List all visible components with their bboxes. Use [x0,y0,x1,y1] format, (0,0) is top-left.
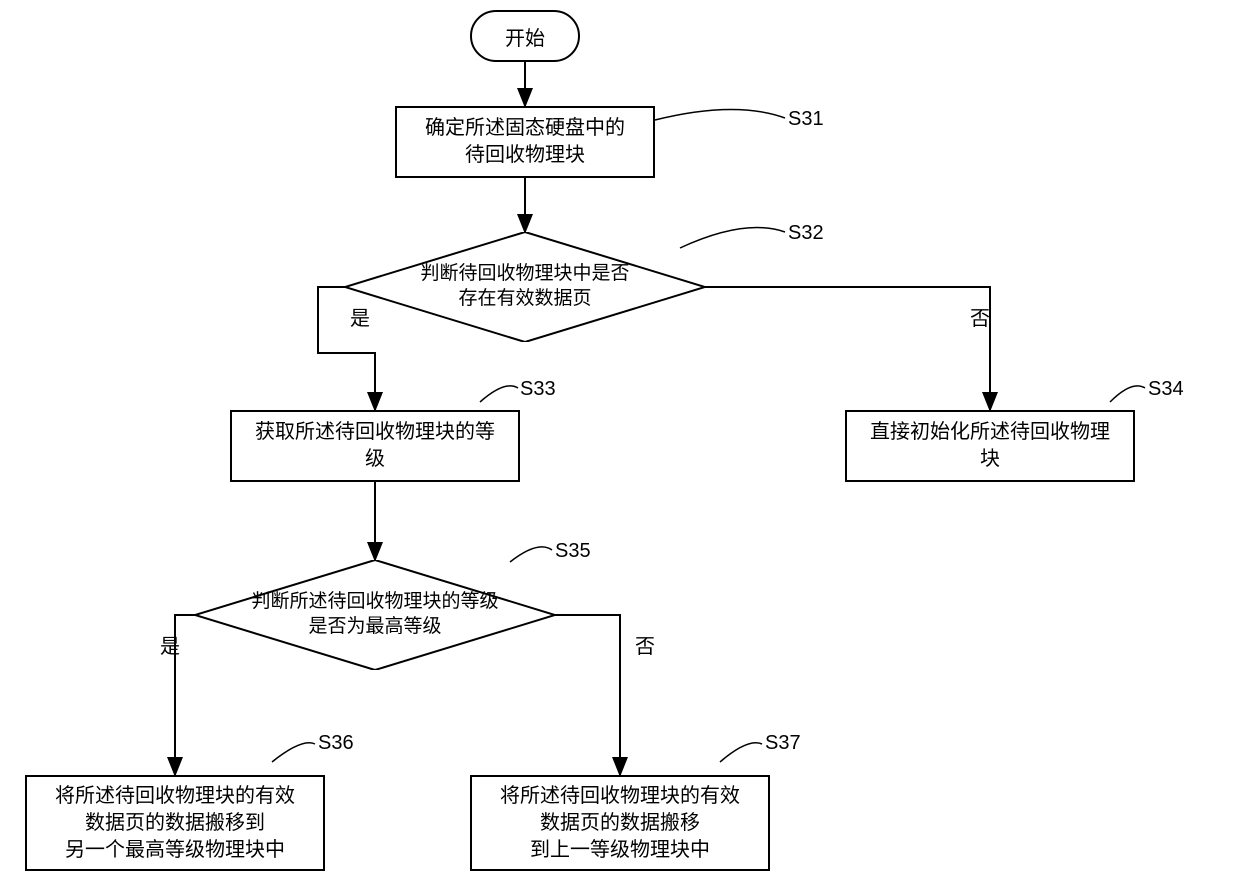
edge-label-d35-yes: 是 [160,630,180,659]
node-s34: 直接初始化所述待回收物理 块 [845,410,1135,482]
node-start: 开始 [470,10,580,62]
node-d32: 判断待回收物理块中是否 存在有效数据页 [345,232,705,342]
label-s31: S31 [788,108,824,131]
arrow-d35-no-s37 [555,615,620,775]
edge-label-d32-no: 否 [970,302,990,331]
node-start-text: 开始 [505,22,545,51]
node-s37-text: 将所述待回收物理块的有效 数据页的数据搬移 到上一等级物理块中 [500,783,740,864]
leader-s36 [272,743,315,762]
node-s37: 将所述待回收物理块的有效 数据页的数据搬移 到上一等级物理块中 [470,775,770,871]
node-s34-text: 直接初始化所述待回收物理 块 [870,419,1110,473]
node-d35-text: 判断所述待回收物理块的等级 是否为最高等级 [251,590,498,639]
label-s34: S34 [1148,378,1184,401]
leader-s31 [655,109,785,120]
label-s32: S32 [788,222,824,245]
leader-s37 [720,743,762,762]
node-s36-text: 将所述待回收物理块的有效 数据页的数据搬移到 另一个最高等级物理块中 [55,783,295,864]
label-s36: S36 [318,732,354,755]
label-s35: S35 [555,540,591,563]
edge-label-d32-yes: 是 [350,302,370,331]
node-d35: 判断所述待回收物理块的等级 是否为最高等级 [195,560,555,670]
node-s31-text: 确定所述固态硬盘中的 待回收物理块 [425,115,625,169]
leader-s33 [480,386,518,402]
node-s33-text: 获取所述待回收物理块的等 级 [255,419,495,473]
label-s33: S33 [520,378,556,401]
label-s37: S37 [765,732,801,755]
node-s36: 将所述待回收物理块的有效 数据页的数据搬移到 另一个最高等级物理块中 [25,775,325,871]
leader-s34 [1110,386,1145,402]
node-s31: 确定所述固态硬盘中的 待回收物理块 [395,106,655,178]
node-s33: 获取所述待回收物理块的等 级 [230,410,520,482]
edge-label-d35-no: 否 [635,630,655,659]
arrow-d32-no-s34 [705,287,990,410]
node-d32-text: 判断待回收物理块中是否 存在有效数据页 [420,262,629,311]
